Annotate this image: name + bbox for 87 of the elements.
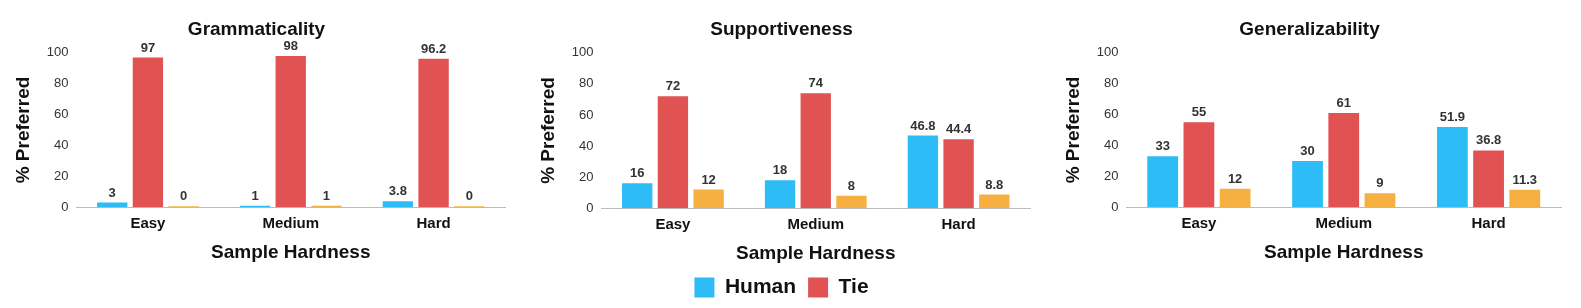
- y-tick-label: 60: [1104, 106, 1119, 122]
- bar: [622, 183, 653, 209]
- x-tick-label: Hard: [416, 214, 451, 232]
- bar: [275, 55, 306, 208]
- data-label: 33: [1155, 138, 1170, 154]
- y-tick-label: 20: [1104, 167, 1119, 183]
- bar: [1328, 113, 1360, 208]
- bar: [1509, 189, 1541, 208]
- y-tick-label: 100: [46, 44, 69, 60]
- data-label: 0: [180, 188, 188, 204]
- bar: [1436, 127, 1468, 208]
- y-tick-label: 60: [579, 106, 594, 122]
- data-label: 36.8: [1475, 132, 1502, 148]
- data-label: 16: [629, 165, 645, 181]
- bar: [1147, 156, 1179, 208]
- data-label: 51.9: [1439, 109, 1466, 125]
- y-tick-label: 40: [54, 137, 69, 153]
- data-label: 18: [772, 162, 788, 178]
- bar: [657, 96, 689, 209]
- y-tick-label: 40: [579, 137, 594, 153]
- x-axis-title: Sample Hardness: [736, 241, 896, 263]
- bar: [693, 189, 724, 209]
- y-tick-label: 80: [54, 75, 69, 91]
- x-tick-label: Medium: [262, 214, 320, 232]
- data-label: 55: [1191, 104, 1207, 120]
- y-tick-label: 0: [61, 198, 69, 214]
- data-label: 96.2: [420, 40, 447, 56]
- x-tick-label: Hard: [1471, 214, 1506, 232]
- data-label: 30: [1300, 142, 1315, 158]
- y-tick-label: 60: [54, 106, 69, 122]
- x-tick-label: Medium: [1315, 214, 1373, 232]
- bar: [764, 180, 796, 209]
- data-label: 61: [1336, 95, 1351, 111]
- bar: [800, 93, 831, 209]
- bar: [979, 194, 1010, 209]
- data-label: 97: [140, 39, 156, 55]
- y-tick-label: 0: [586, 199, 594, 215]
- y-tick-label: 20: [579, 168, 594, 184]
- bar: [418, 58, 449, 208]
- chart-title: Grammaticality: [187, 17, 326, 39]
- bar: [382, 201, 414, 208]
- y-tick-label: 100: [1096, 44, 1119, 60]
- legend-label: Tie: [838, 274, 869, 298]
- x-axis-title: Sample Hardness: [211, 240, 371, 262]
- y-axis-title: % Preferred: [536, 77, 558, 184]
- bar: [1292, 160, 1323, 208]
- data-label: 0: [465, 188, 473, 204]
- data-label: 12: [1227, 170, 1243, 186]
- x-axis-title: Sample Hardness: [1264, 240, 1424, 262]
- data-label: 12: [701, 171, 716, 187]
- bar: [907, 135, 939, 209]
- data-label: 3.8: [388, 183, 407, 199]
- bar: [1183, 122, 1215, 208]
- x-tick-label: Hard: [941, 215, 976, 233]
- y-tick-label: 40: [1104, 137, 1119, 153]
- x-tick-label: Easy: [655, 215, 692, 233]
- data-label: 72: [665, 78, 681, 94]
- bar: [943, 139, 974, 209]
- data-label: 74: [808, 75, 824, 91]
- data-label: 3: [108, 184, 116, 200]
- bar: [1219, 188, 1251, 208]
- y-tick-label: 80: [1104, 75, 1119, 91]
- y-tick-label: 0: [1111, 198, 1119, 214]
- y-axis-title: % Preferred: [11, 76, 33, 184]
- x-tick-label: Easy: [130, 214, 167, 232]
- data-label: 11.3: [1512, 171, 1538, 187]
- data-label: 1: [251, 187, 259, 203]
- y-tick-label: 100: [571, 44, 594, 60]
- legend-label: Human: [724, 274, 797, 298]
- x-tick-label: Medium: [787, 215, 845, 233]
- y-tick-label: 20: [54, 167, 69, 183]
- data-label: 44.4: [945, 121, 972, 137]
- bar: [132, 57, 164, 208]
- data-label: 8.8: [985, 176, 1004, 192]
- chart-title: Generalizability: [1239, 17, 1381, 39]
- data-label: 1: [322, 187, 331, 203]
- data-label: 9: [1376, 175, 1384, 191]
- x-tick-label: Easy: [1181, 214, 1218, 232]
- bar: [1364, 193, 1396, 208]
- data-label: 98: [283, 37, 298, 53]
- bar: [1473, 150, 1504, 208]
- data-label: 8: [847, 177, 856, 193]
- y-tick-label: 80: [579, 75, 594, 91]
- data-label: 46.8: [910, 117, 936, 133]
- chart-title: Supportiveness: [710, 17, 853, 39]
- y-axis-title: % Preferred: [1061, 76, 1083, 184]
- bar: [836, 195, 867, 209]
